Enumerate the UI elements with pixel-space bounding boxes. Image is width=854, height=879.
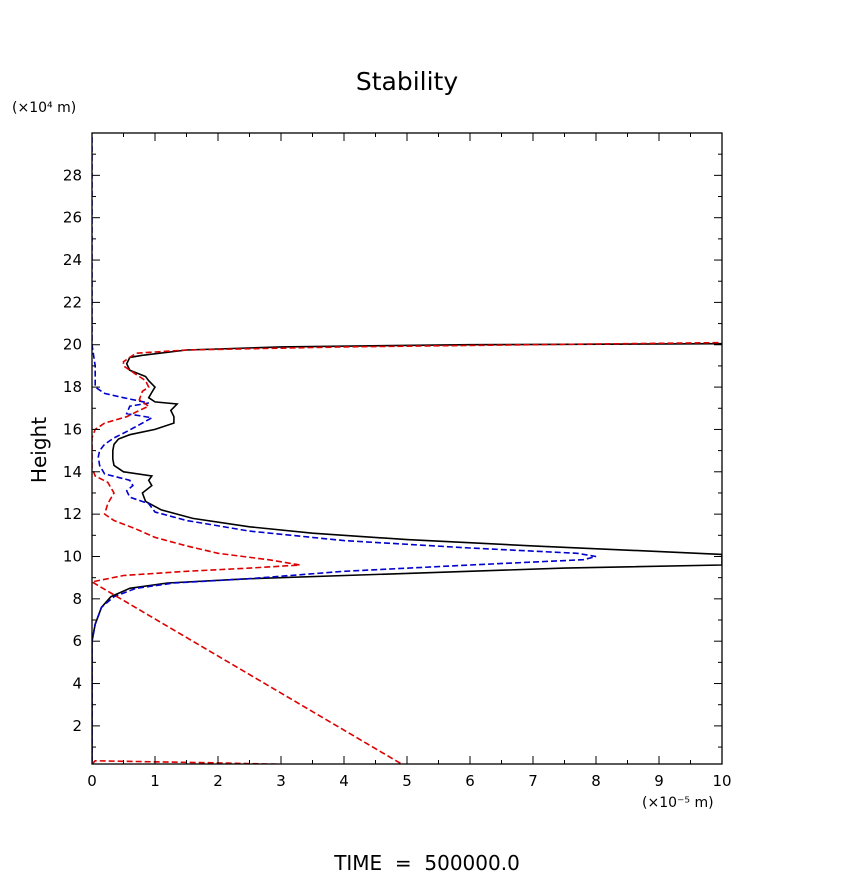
chart-title: Stability [356,67,459,96]
x-tick-label: 8 [591,772,601,790]
series-line-3 [92,341,722,764]
y-tick-label: 8 [72,590,82,608]
x-tick-label: 4 [339,772,349,790]
y-tick-label: 26 [63,209,82,227]
series-line-1 [92,342,722,762]
y-tick-label: 16 [63,420,82,438]
y-tick-label: 28 [63,166,82,184]
x-tick-label: 3 [276,772,286,790]
y-axis-label: Height [27,417,51,483]
y-tick-label: 10 [63,547,82,565]
y-tick-label: 6 [72,632,82,650]
y-tick-label: 14 [63,463,82,481]
plot-frame [91,132,723,765]
x-tick-label: 10 [712,772,731,790]
x-tick-label: 1 [150,772,160,790]
y-tick-label: 24 [63,251,82,269]
x-unit-label: (×10⁻⁵ m) [642,795,714,811]
y-tick-label: 4 [72,675,82,693]
y-tick-label: 20 [63,336,82,354]
x-tick-label: 9 [654,772,664,790]
series-line-2 [92,133,597,762]
y-tick-label: 2 [72,717,82,735]
x-tick-label: 7 [528,772,538,790]
y-tick-label: 12 [63,505,82,523]
x-tick-label: 5 [402,772,412,790]
x-tick-label: 6 [465,772,475,790]
footer-time: TIME = 500000.0 [333,851,520,875]
y-unit-label: (×10⁴ m) [12,100,76,116]
x-tick-label: 2 [213,772,223,790]
x-tick-label: 0 [87,772,97,790]
y-tick-label: 22 [63,293,82,311]
series-layer [92,133,722,764]
y-tick-label: 18 [63,378,82,396]
